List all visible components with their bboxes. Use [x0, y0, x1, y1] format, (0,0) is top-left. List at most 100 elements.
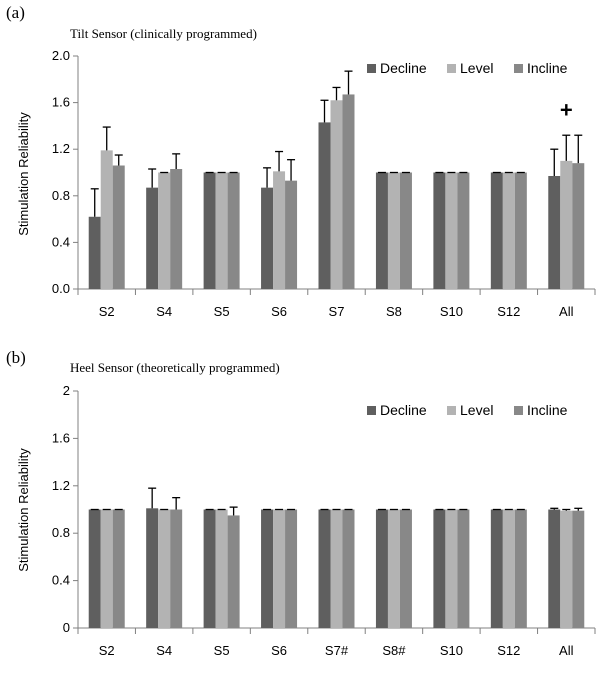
panel-b-bar-incline: [457, 509, 470, 628]
panel-b-x-tick-label: S6: [271, 643, 287, 658]
panel-a-bar-decline: [203, 172, 216, 289]
panel-a-bar-decline: [146, 187, 159, 289]
panel-a-bar-level: [158, 172, 171, 289]
panel-a-x-tick-label: S8: [386, 304, 402, 319]
panel-b-bar-decline: [548, 509, 561, 628]
panel-a-y-tick-label: 0.4: [52, 234, 70, 249]
panel-a-x-tick-label: S10: [440, 304, 463, 319]
panel-a-bar-level: [560, 160, 573, 289]
panel-a-bar-incline: [457, 172, 470, 289]
panel-b-bar-level: [502, 509, 515, 628]
panel-b-bar-level: [215, 509, 228, 628]
panel-b-x-tick-label: S12: [497, 643, 520, 658]
panel-a-title: Tilt Sensor (clinically programmed): [70, 26, 257, 41]
panel-a-annotation: +: [560, 98, 573, 123]
panel-b-bar-level: [560, 510, 573, 628]
panel-b-plot: 0 0.4 0.8 1.2 1.6 2 S2 S4 S5 S6 S7# S8# S10 S12 All Dec…: [52, 383, 596, 658]
panel-b-y-tick-label: 1.2: [52, 478, 70, 493]
panel-b-title: Heel Sensor (theoretically programmed): [70, 360, 280, 375]
panel-a-legend-swatch-level: [447, 64, 456, 73]
panel-b-bar-incline: [572, 510, 585, 628]
panel-a-bar-decline: [490, 172, 503, 289]
panel-a-x-tick-label: S7: [329, 304, 345, 319]
panel-b-bar-incline: [227, 515, 240, 628]
panel-a-bar-decline: [88, 216, 101, 289]
panel-a-bar-level: [445, 172, 458, 289]
panel-a-bar-incline: [170, 169, 183, 289]
panel-a-bar-level: [330, 100, 343, 290]
panel-a-bar-level: [273, 171, 286, 289]
panel-a-x-tick-label: S2: [99, 304, 115, 319]
panel-b-legend-label-incline: Incline: [527, 402, 568, 418]
panel-b-x-tick-label: S5: [214, 643, 230, 658]
panel-b-bar-decline: [203, 509, 216, 628]
panel-b-bar-level: [273, 509, 286, 628]
panel-a-bar-incline: [342, 94, 355, 289]
panel-b-bar-decline: [146, 508, 159, 628]
panel-a-x-tick-label: S6: [271, 304, 287, 319]
panel-a-bar-incline: [285, 180, 298, 289]
panel-a-x-tick-label: All: [559, 304, 574, 319]
panel-b-bar-incline: [514, 509, 527, 628]
panel-b-legend-swatch-level: [447, 406, 456, 415]
panel-b-x-tick-label: S8#: [382, 643, 406, 658]
panel-b-x-tick-label: S2: [99, 643, 115, 658]
panel-b-bar-decline: [375, 509, 388, 628]
panel-a-y-tick-label: 1.2: [52, 141, 70, 156]
panel-a-bar-incline: [399, 172, 412, 289]
panel-b-bar-level: [387, 509, 400, 628]
panel-a-y-tick-label: 2.0: [52, 48, 70, 63]
panel-b-y-tick-label: 2: [63, 383, 70, 398]
panel-a-bar-decline: [375, 172, 388, 289]
panel-b-bar-level: [330, 509, 343, 628]
panel-a-bar-decline: [548, 175, 561, 289]
panel-a-x-tick-label: S5: [214, 304, 230, 319]
panel-a-bar-level: [215, 172, 228, 289]
panel-a-y-axis-label: Stimulation Reliability: [16, 112, 31, 236]
panel-a-bar-incline: [227, 172, 240, 289]
panel-b-y-tick-label: 0.4: [52, 573, 70, 588]
panel-a-x-tick-label: S12: [497, 304, 520, 319]
panel-a-bar-incline: [572, 163, 585, 289]
panel-b-bar-decline: [490, 509, 503, 628]
panel-b-bar-incline: [170, 509, 183, 628]
panel-a-legend-label-incline: Incline: [527, 60, 568, 76]
panel-a-label: (a): [6, 3, 25, 22]
panel-a-bar-decline: [318, 122, 331, 289]
panel-b-bar-level: [445, 509, 458, 628]
panel-a-bar-incline: [112, 165, 125, 289]
panel-b-bar-incline: [399, 509, 412, 628]
panel-a-y-tick-label: 0.0: [52, 281, 70, 296]
panel-a-legend-swatch-incline: [514, 64, 523, 73]
panel-b-y-axis-label: Stimulation Reliability: [16, 448, 31, 572]
panel-a-bar-level: [502, 172, 515, 289]
panel-b-bar-decline: [433, 509, 446, 628]
panel-a-legend-label-decline: Decline: [380, 60, 427, 76]
panel-a-legend-swatch-decline: [367, 64, 376, 73]
panel-a-x-tick-label: S4: [156, 304, 172, 319]
panel-a-bar-level: [100, 150, 113, 289]
panel-b-x-tick-label: All: [559, 643, 574, 658]
panel-b-legend-swatch-decline: [367, 406, 376, 415]
panel-b-legend-swatch-incline: [514, 406, 523, 415]
panel-b-legend-label-decline: Decline: [380, 402, 427, 418]
panel-a-y-tick-label: 0.8: [52, 188, 70, 203]
panel-a-legend-label-level: Level: [460, 60, 493, 76]
panel-b-y-tick-label: 0: [63, 620, 70, 635]
panel-b-bar-level: [158, 509, 171, 628]
panel-b-legend-label-level: Level: [460, 402, 493, 418]
panel-b-x-tick-label: S4: [156, 643, 172, 658]
panel-a-bar-decline: [261, 187, 274, 289]
panel-b-bar-level: [100, 509, 113, 628]
panel-b-x-tick-label: S7#: [325, 643, 349, 658]
panel-a-plot: 0.0 0.4 0.8 1.2 1.6 2.0 S2 S4 S5 S6 S7 S8 S10 S12 All +…: [52, 48, 596, 319]
panel-b-bar-incline: [112, 509, 125, 628]
panel-b-bar-decline: [261, 509, 274, 628]
panel-b-bar-incline: [285, 509, 298, 628]
panel-b-label: (b): [6, 348, 26, 367]
panel-b-y-tick-label: 1.6: [52, 430, 70, 445]
panel-a-bar-incline: [514, 172, 527, 289]
panel-b-bar-decline: [318, 509, 331, 628]
panel-b-bar-decline: [88, 509, 101, 628]
